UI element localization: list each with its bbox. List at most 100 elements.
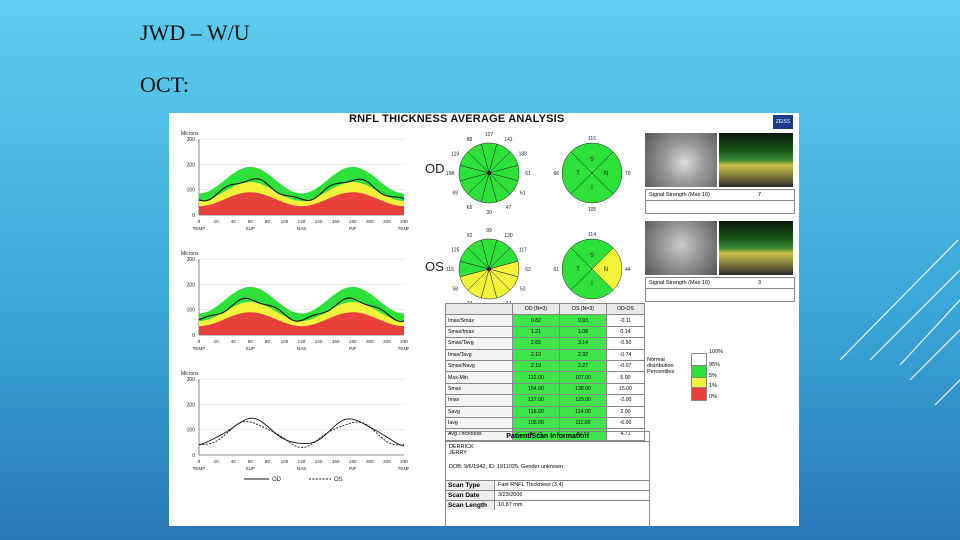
clock-value: 61	[520, 191, 526, 197]
y-tick: 0	[192, 213, 195, 219]
quadrant-t	[561, 151, 593, 195]
clock-charts: 107 141 188 61 61 47 30 65 69 108 119 88 S N I T 116 66 7…	[446, 132, 631, 311]
table-cell: -0.07	[605, 359, 646, 373]
scan-type: Fast RNFL Thickness (3.4)	[498, 482, 564, 488]
quadrant-chart-os: SNIT1146144111	[553, 232, 630, 309]
x-tick: 120	[298, 459, 306, 464]
legend-100: 100%	[709, 349, 724, 355]
table-cell: 5.00	[605, 371, 646, 384]
quadrant-letter: S	[590, 253, 594, 259]
table-cell: 0.14	[605, 325, 646, 339]
tsnit-plot-od: Microns 0 100 200 300 0 20 40 60 80 100 120 140 160 18…	[181, 131, 409, 231]
quadrant-s	[570, 238, 614, 270]
quadrant-value-s: 116	[588, 136, 596, 142]
x-tick: 80	[265, 339, 271, 344]
region-label: INF	[349, 346, 357, 351]
band-borderline	[199, 302, 404, 327]
table-cell: 2.65	[511, 337, 561, 350]
band-borderline	[199, 182, 404, 207]
band-abnormal	[199, 312, 404, 335]
table-cell: 1.08	[559, 325, 607, 339]
x-tick: 0	[198, 219, 201, 224]
x-tick: 80	[265, 219, 271, 224]
x-tick: 220	[383, 459, 391, 464]
x-tick: 200	[366, 339, 374, 344]
report-title: RNFL THICKNESS AVERAGE ANALYSIS	[349, 113, 565, 125]
signal-strength-os: Signal Strength (Max 10) 3	[645, 277, 795, 302]
patient-dob: DOB: 9/6/1942, ID: 1911025, Gender unkno…	[449, 464, 563, 470]
x-tick: 100	[281, 459, 289, 464]
quadrant-letter: N	[604, 171, 608, 177]
quadrant-s	[570, 142, 614, 174]
x-tick: 20	[214, 459, 220, 464]
clock-value: 117	[519, 248, 527, 254]
table-cell: 116.00	[511, 405, 561, 418]
signal-strength-od: Signal Strength (Max 10) 7	[645, 189, 795, 214]
quadrant-value-n: 44	[625, 267, 631, 273]
os-label: OS	[425, 259, 444, 274]
table-row: Imax 127.00 129.00 -2.00	[445, 394, 646, 407]
region-label: TEMP	[398, 466, 409, 471]
table-row: Iavg 105.00 111.00 -6.00	[445, 416, 646, 430]
x-tick: 200	[366, 219, 374, 224]
x-tick: 60	[248, 459, 254, 464]
slide-title-2: OCT:	[140, 72, 190, 97]
region-label: NAS	[297, 226, 306, 231]
x-tick: 200	[366, 459, 374, 464]
clock-value: 62	[525, 267, 531, 273]
x-tick: 240	[400, 339, 408, 344]
x-tick: 160	[332, 459, 340, 464]
x-tick: 60	[248, 219, 254, 224]
rnfl-line	[198, 297, 405, 323]
legend-1: 1%	[709, 383, 717, 389]
od-label: OD	[425, 161, 445, 176]
x-tick: 40	[231, 219, 237, 224]
clock-value: 125	[451, 248, 460, 254]
patient-scan-info: Patient/Scan Information DERRICK JERRY D…	[445, 431, 650, 526]
scan-length: 10.87 mm	[498, 502, 523, 508]
table-header	[445, 302, 513, 316]
parameter-table: OD (N=3) OS (N=3) OD-OS Imax/Smax 0.82 0.93-…	[445, 302, 646, 441]
table-cell: -0.50	[605, 337, 646, 350]
quadrant-letter: N	[604, 267, 608, 273]
table-header: OS (N=3)	[559, 302, 607, 316]
clock-value: 69	[452, 191, 458, 197]
table-cell: 2.00	[605, 405, 646, 418]
table-cell: 15.00	[605, 382, 646, 396]
region-label: INF	[349, 226, 357, 231]
fundus-image-os	[645, 221, 717, 275]
legend-95: 95%	[709, 362, 721, 368]
y-tick: 0	[192, 453, 195, 459]
region-label: SUP	[246, 466, 255, 471]
x-tick: 60	[248, 339, 254, 344]
x-tick: 160	[332, 339, 340, 344]
table-cell: Iavg	[445, 416, 513, 430]
quadrant-value-i: 105	[588, 207, 597, 213]
table-cell: 112.00	[511, 371, 561, 384]
table-cell: Imax/Smax	[445, 314, 513, 327]
quadrant-t	[561, 247, 593, 291]
clock-value: 119	[451, 152, 459, 158]
quadrant-letter: I	[591, 281, 593, 287]
od-line	[198, 417, 405, 447]
oct-scan-os	[719, 221, 793, 275]
x-tick: 160	[332, 219, 340, 224]
quadrant-i	[570, 268, 614, 300]
table-cell: 0.93	[559, 314, 607, 327]
table-cell: Smax/Navg	[445, 359, 513, 373]
quadrant-i	[570, 172, 614, 204]
x-tick: 180	[349, 219, 357, 224]
table-cell: Imax/Tavg	[445, 348, 513, 361]
quadrant-n	[591, 151, 623, 195]
clock-value: 92	[467, 233, 473, 239]
table-cell: 2.19	[511, 359, 561, 373]
quadrant-letter: I	[591, 185, 593, 191]
table-cell: 154.00	[511, 382, 561, 396]
x-tick: 20	[214, 339, 220, 344]
table-cell: Max-Min	[445, 371, 513, 384]
x-tick: 140	[315, 459, 323, 464]
clock-center	[487, 267, 491, 271]
region-label: SUP	[246, 226, 255, 231]
plot-ylabel: Microns	[181, 131, 199, 137]
table-cell: Imax	[445, 394, 513, 407]
